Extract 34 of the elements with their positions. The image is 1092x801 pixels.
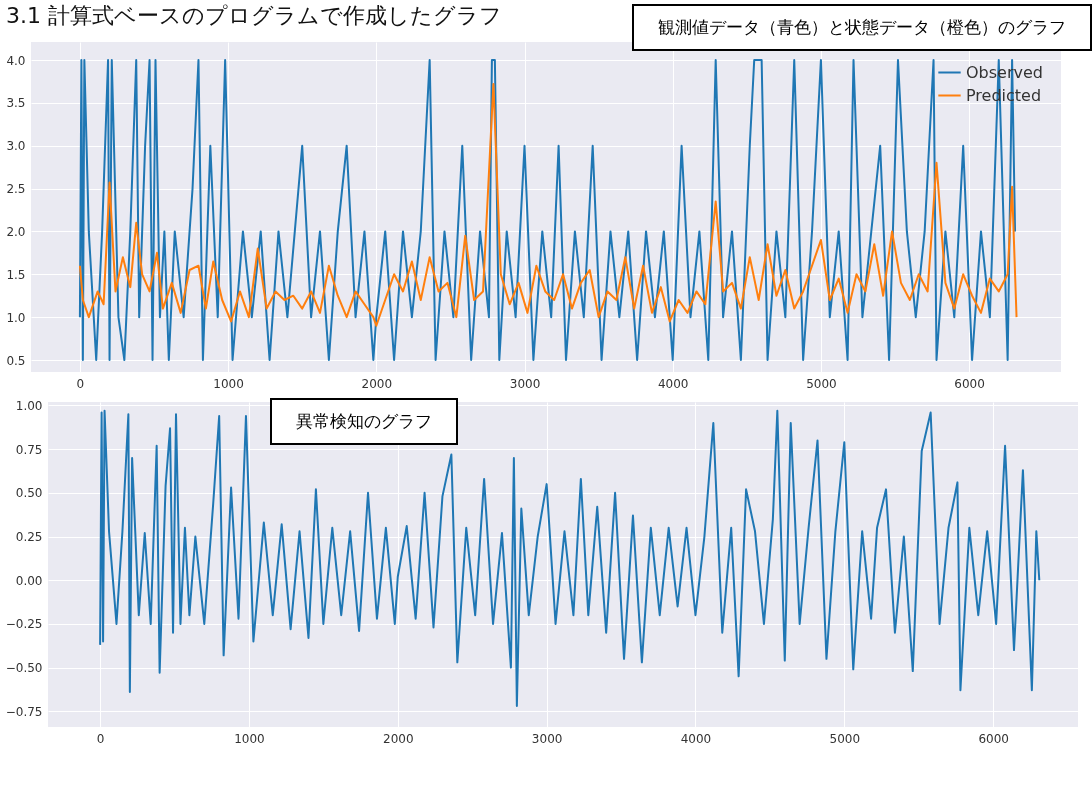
x-tick-label: 2000 — [361, 376, 393, 391]
x-tick-label: 2000 — [383, 731, 414, 746]
chart-title: 3.1 計算式ベースのプログラムで作成したグラフ — [5, 3, 502, 28]
x-tick-label: 1000 — [213, 376, 244, 391]
y-tick-label: 0.5 — [6, 353, 26, 368]
y-tick-label: 4.0 — [6, 53, 26, 68]
y-tick-label: −0.25 — [5, 617, 43, 632]
x-tick-label: 6000 — [954, 376, 985, 391]
line-series — [99, 409, 1041, 708]
y-tick-label: 2.5 — [6, 182, 26, 197]
y-tick-label: 1.0 — [6, 310, 26, 325]
x-tick-label: 5000 — [829, 731, 861, 746]
x-tick-label: 6000 — [978, 731, 1009, 746]
x-tick-label: 3000 — [531, 731, 563, 746]
y-tick-label: 2.0 — [6, 224, 26, 239]
x-tick-label: 3000 — [509, 376, 541, 391]
x-tick-label: 5000 — [806, 376, 837, 391]
x-tick-label: 0 — [96, 731, 105, 746]
y-tick-label: 3.0 — [6, 139, 26, 154]
x-tick-label: 1000 — [234, 731, 265, 746]
x-tick-label: 4000 — [657, 376, 689, 391]
y-tick-label: 1.5 — [6, 267, 26, 282]
y-tick-label: 0.00 — [15, 573, 43, 588]
y-tick-label: 0.50 — [15, 486, 43, 501]
y-tick-label: 0.25 — [15, 530, 43, 545]
annotation: 異常検知のグラフ — [270, 398, 458, 445]
y-tick-label: 1.00 — [15, 398, 43, 413]
x-tick-label: 4000 — [680, 731, 712, 746]
x-tick-label: 0 — [76, 376, 85, 391]
y-tick-label: 3.5 — [6, 96, 26, 111]
y-tick-label: −0.50 — [5, 661, 43, 676]
text: 観測値データ（青色）と状態データ（橙色）のグラフ — [632, 4, 1092, 51]
y-tick-label: −0.75 — [5, 704, 43, 719]
y-tick-label: 0.75 — [15, 442, 43, 457]
